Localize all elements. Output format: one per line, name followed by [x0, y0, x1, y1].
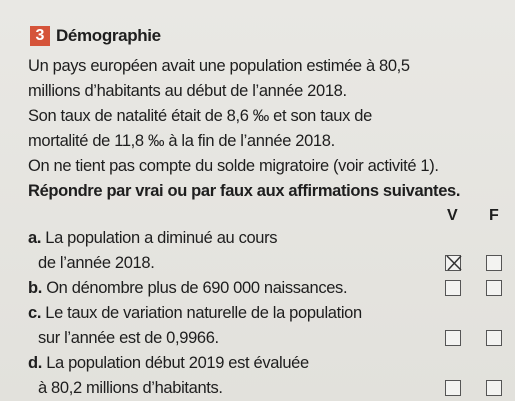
item-line: d. La population début 2019 est évaluée	[28, 353, 309, 373]
item-line: b. On dénombre plus de 690 000 naissance…	[28, 278, 348, 298]
item-text: sur l’année est de 0,9966.	[38, 329, 219, 347]
text-line: On ne tient pas compte du solde migratoi…	[28, 157, 439, 175]
check-mark	[446, 255, 462, 271]
item-text: On dénombre plus de 690 000 naissances.	[46, 279, 348, 297]
item-letter: d.	[28, 354, 42, 372]
text-line: mortalité de 11,8 ‰ à la fin de l’année …	[28, 132, 335, 150]
checkbox[interactable]	[486, 330, 502, 346]
checkbox[interactable]	[486, 280, 502, 296]
item-text: de l’année 2018.	[38, 254, 155, 272]
checkbox[interactable]	[486, 380, 502, 396]
instruction: Répondre par vrai ou par faux aux affirm…	[28, 182, 461, 200]
checkbox[interactable]	[486, 255, 502, 271]
item-letter: c.	[28, 304, 42, 322]
item-text: La population a diminué au cours	[45, 229, 278, 247]
checkbox[interactable]	[445, 330, 461, 346]
item-text: La population début 2019 est évaluée	[46, 354, 309, 372]
text-line: millions d’habitants au début de l’année…	[28, 82, 347, 100]
column-header: V	[447, 207, 458, 224]
item-line: c. Le taux de variation naturelle de la …	[28, 303, 362, 323]
item-letter: b.	[28, 279, 42, 297]
text-line: Son taux de natalité était de 8,6 ‰ et s…	[28, 107, 372, 125]
text-line: Un pays européen avait une population es…	[28, 57, 410, 75]
item-line: a. La population a diminué au cours	[28, 228, 278, 248]
checkbox[interactable]	[445, 280, 461, 296]
item-letter: a.	[28, 229, 42, 247]
exercise-number: 3	[30, 26, 50, 46]
item-text: à 80,2 millions d’habitants.	[38, 379, 223, 397]
title: Démographie	[56, 26, 161, 45]
column-header: F	[489, 207, 499, 224]
checkbox[interactable]	[445, 380, 461, 396]
item-text: Le taux de variation naturelle de la pop…	[45, 304, 362, 322]
